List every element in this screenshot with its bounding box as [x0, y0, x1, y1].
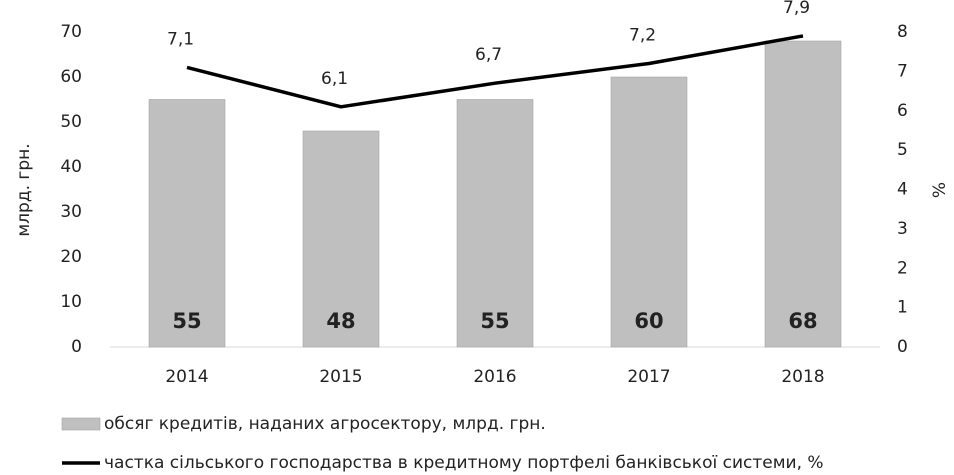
y-tick-label: 70: [60, 22, 82, 42]
bar: [302, 130, 380, 348]
y2-tick-label: 2: [897, 258, 908, 278]
line-value-label: 6,1: [321, 69, 348, 89]
bar: [148, 99, 226, 348]
y-axis-label: млрд. грн.: [14, 143, 34, 236]
bar: [610, 76, 688, 348]
legend-swatch: [61, 417, 101, 431]
y-tick-label: 40: [60, 157, 82, 177]
bar-value-label: 68: [788, 309, 817, 333]
bar-value-label: 55: [480, 309, 509, 333]
y-tick-label: 10: [60, 292, 82, 312]
y-tick-label: 20: [60, 247, 82, 267]
y2-tick-label: 0: [897, 337, 908, 357]
y2-tick-label: 5: [897, 140, 908, 160]
x-tick-label: 2018: [781, 367, 824, 387]
y2-tick-label: 8: [897, 22, 908, 42]
line-value-label: 7,9: [783, 0, 810, 18]
x-tick-label: 2014: [165, 367, 208, 387]
y2-tick-label: 3: [897, 219, 908, 239]
bar-value-label: 60: [634, 309, 663, 333]
y-tick-label: 60: [60, 67, 82, 87]
y2-tick-label: 6: [897, 101, 908, 121]
x-tick-label: 2017: [627, 367, 670, 387]
y2-axis-label: %: [930, 182, 950, 198]
bar: [456, 99, 534, 348]
x-tick-label: 2015: [319, 367, 362, 387]
y-tick-label: 0: [71, 337, 82, 357]
line-value-label: 6,7: [475, 45, 502, 65]
bar-value-label: 55: [172, 309, 201, 333]
x-tick-label: 2016: [473, 367, 516, 387]
line-value-label: 7,2: [629, 26, 656, 46]
bar-value-label: 48: [326, 309, 355, 333]
y2-tick-label: 7: [897, 61, 908, 81]
line-value-label: 7,1: [167, 29, 194, 49]
y2-tick-label: 1: [897, 298, 908, 318]
legend-label: частка сільського господарства в кредитн…: [104, 453, 824, 473]
bar: [764, 40, 842, 348]
legend-label: обсяг кредитів, наданих агросектору, млр…: [104, 414, 546, 434]
y-tick-label: 50: [60, 112, 82, 132]
y2-tick-label: 4: [897, 180, 908, 200]
y-tick-label: 30: [60, 202, 82, 222]
line: [186, 34, 804, 109]
